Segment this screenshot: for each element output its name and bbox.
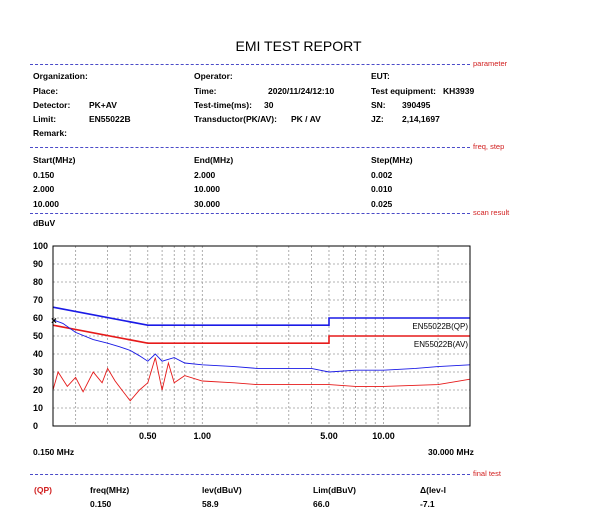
end-cell-0: 2.000 <box>194 170 216 180</box>
parameter-tag: parameter <box>473 59 508 68</box>
y-tick-label: 70 <box>33 295 43 305</box>
freq-step-tag: freq, step <box>473 142 505 151</box>
transductor-label: Transductor(PK/AV): <box>194 114 277 124</box>
limit-value: EN55022B <box>89 114 131 124</box>
end-cell-1: 10.000 <box>194 184 220 194</box>
plot-frame <box>52 245 471 427</box>
series-line <box>52 319 471 373</box>
y-tick-label: 50 <box>33 331 43 341</box>
final-lim-value: 66.0 <box>313 499 330 509</box>
equipment-value: KH3939 <box>443 86 475 96</box>
remark-label: Remark: <box>33 128 68 138</box>
x-tick-labels: 0.50 1.00 5.00 10.00 <box>139 431 395 441</box>
final-test-tag: final test <box>473 469 501 478</box>
scan-result-tag: scan result <box>473 208 510 217</box>
y-tick-label: 20 <box>33 385 43 395</box>
detector-value: PK+AV <box>89 100 117 110</box>
start-header: Start(MHz) <box>33 155 76 165</box>
step-cell-1: 0.010 <box>371 184 393 194</box>
jz-value: 2,14,1697 <box>402 114 440 124</box>
detector-label: Detector: <box>33 100 71 110</box>
sn-label: SN: <box>371 100 386 110</box>
x-tick-label: 0.50 <box>139 431 157 441</box>
place-label: Place: <box>33 86 59 96</box>
final-test-divider <box>30 474 470 475</box>
end-header: End(MHz) <box>194 155 234 165</box>
chart-grid <box>53 246 470 426</box>
eut-label: EUT: <box>371 71 390 81</box>
final-delta-value: -7.1 <box>420 499 435 509</box>
report-title: EMI TEST REPORT <box>235 38 362 54</box>
sn-value: 390495 <box>402 100 431 110</box>
limit-lines: EN55022B(QP) EN55022B(AV) <box>52 306 470 349</box>
x-tick-label: 1.00 <box>194 431 212 441</box>
limit-label: EN55022B(QP) <box>412 322 468 331</box>
x-start-label: 0.150 MHz <box>33 447 75 457</box>
organization-label: Organization: <box>33 71 88 81</box>
end-cell-2: 30.000 <box>194 199 220 209</box>
testtime-label: Test-time(ms): <box>194 100 252 110</box>
y-tick-label: 30 <box>33 367 43 377</box>
final-freq-value: 0.150 <box>90 499 112 509</box>
y-tick-label: 100 <box>33 241 48 251</box>
step-cell-0: 0.002 <box>371 170 393 180</box>
y-tick-label: 80 <box>33 277 43 287</box>
start-cell-2: 10.000 <box>33 199 59 209</box>
peak-markers: × <box>51 316 57 327</box>
y-tick-label: 0 <box>33 421 38 431</box>
scan-result-divider <box>30 213 470 214</box>
testtime-value: 30 <box>264 100 274 110</box>
series-line <box>52 357 471 402</box>
x-end-label: 30.000 MHz <box>428 447 474 457</box>
final-freq-header: freq(MHz) <box>90 485 130 495</box>
measurement-series <box>52 319 471 402</box>
final-lev-header: lev(dBuV) <box>202 485 242 495</box>
final-lev-value: 58.9 <box>202 499 219 509</box>
y-tick-label: 90 <box>33 259 43 269</box>
y-tick-label: 60 <box>33 313 43 323</box>
freq-step-divider <box>30 147 470 148</box>
final-mode-label: (QP) <box>34 485 52 495</box>
limit-line <box>52 324 470 345</box>
y-tick-labels: 0 10 20 30 40 50 60 70 80 90 100 <box>33 241 48 431</box>
y-tick-label: 40 <box>33 349 43 359</box>
y-tick-label: 10 <box>33 403 43 413</box>
final-lim-header: Lim(dBuV) <box>313 485 356 495</box>
transductor-value: PK / AV <box>291 114 321 124</box>
limit-label: EN55022B(AV) <box>414 340 468 349</box>
start-cell-1: 2.000 <box>33 184 55 194</box>
x-tick-label: 5.00 <box>320 431 338 441</box>
step-cell-2: 0.025 <box>371 199 393 209</box>
jz-label: JZ: <box>371 114 384 124</box>
x-tick-label: 10.00 <box>372 431 395 441</box>
y-axis-unit: dBuV <box>33 218 56 228</box>
operator-label: Operator: <box>194 71 233 81</box>
step-header: Step(MHz) <box>371 155 413 165</box>
time-value: 2020/11/24/12:10 <box>268 86 335 96</box>
time-label: Time: <box>194 86 217 96</box>
limit-label: Limit: <box>33 114 57 124</box>
equipment-label: Test equipment: <box>371 86 437 96</box>
parameter-divider <box>30 64 470 65</box>
final-delta-header: Δ(lev-l <box>420 485 446 495</box>
peak-marker: × <box>51 316 57 327</box>
limit-line <box>52 306 470 327</box>
start-cell-0: 0.150 <box>33 170 55 180</box>
